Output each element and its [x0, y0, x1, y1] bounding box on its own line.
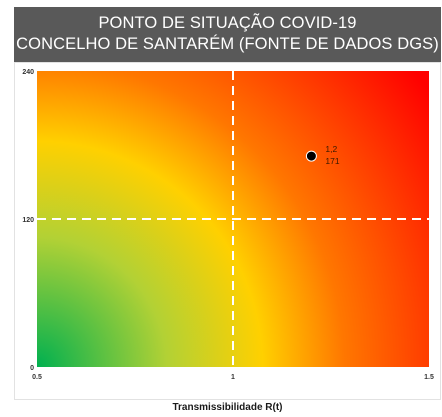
y-tick-label: 240	[22, 69, 34, 76]
x-tick-label: 1	[231, 374, 235, 381]
risk-matrix-chart: 0 120 240 0.5 1 1.5 1,2 171	[22, 69, 434, 381]
data-point-label-x: 1,2	[325, 144, 337, 154]
chart-title-line-2: CONCELHO DE SANTARÉM (FONTE DE DADOS DGS…	[16, 35, 439, 53]
chart-title-banner: PONTO DE SITUAÇÃO COVID-19 CONCELHO DE S…	[14, 7, 441, 62]
x-tick-label: 1.5	[424, 374, 434, 381]
y-tick-label: 0	[30, 365, 34, 372]
data-point	[305, 150, 317, 162]
chart-frame: 0 120 240 0.5 1 1.5 1,2 171	[14, 62, 441, 400]
y-tick-label: 120	[22, 217, 34, 224]
x-axis-title: Transmissibilidade R(t)	[172, 402, 283, 413]
x-tick-label: 0.5	[32, 374, 42, 381]
chart-title-line-1: PONTO DE SITUAÇÃO COVID-19	[98, 14, 357, 32]
data-point-label-y: 171	[325, 156, 339, 166]
